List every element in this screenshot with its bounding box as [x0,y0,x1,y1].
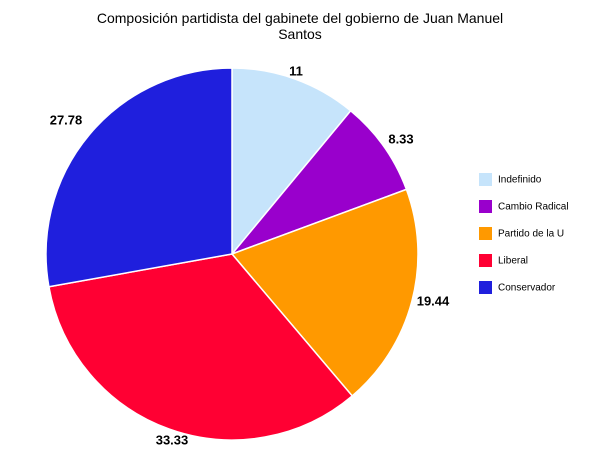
legend-label-1: Cambio Radical [498,202,569,213]
legend-label-3: Liberal [498,256,528,267]
chart-title-line-2: Santos [278,26,322,42]
data-label-0: 11 [289,64,303,79]
pie-slice-4 [45,67,233,288]
data-label-3: 33.33 [156,433,189,448]
legend-label-0: Indefinido [498,175,542,186]
legend-swatch-1 [479,200,492,213]
chart-title: Composición partidista del gabinete del … [0,10,600,42]
pie-slice-1 [229,109,408,256]
legend-swatch-4 [479,281,492,294]
data-label-1: 8.33 [388,132,413,147]
pie-slice-3 [48,253,354,441]
data-label-4: 27.78 [50,113,83,128]
legend-label-2: Partido de la U [498,229,564,240]
legend: Indefinido Cambio Radical Partido de la U L… [479,173,569,294]
pie-slice-0 [231,67,352,257]
legend-swatch-3 [479,254,492,267]
legend-swatch-0 [479,173,492,186]
legend-swatch-2 [479,227,492,240]
legend-label-4: Conservador [498,283,556,294]
data-label-2: 19.44 [417,294,450,309]
pie-slice-2 [230,188,419,397]
chart-title-line-1: Composición partidista del gabinete del … [96,10,504,26]
